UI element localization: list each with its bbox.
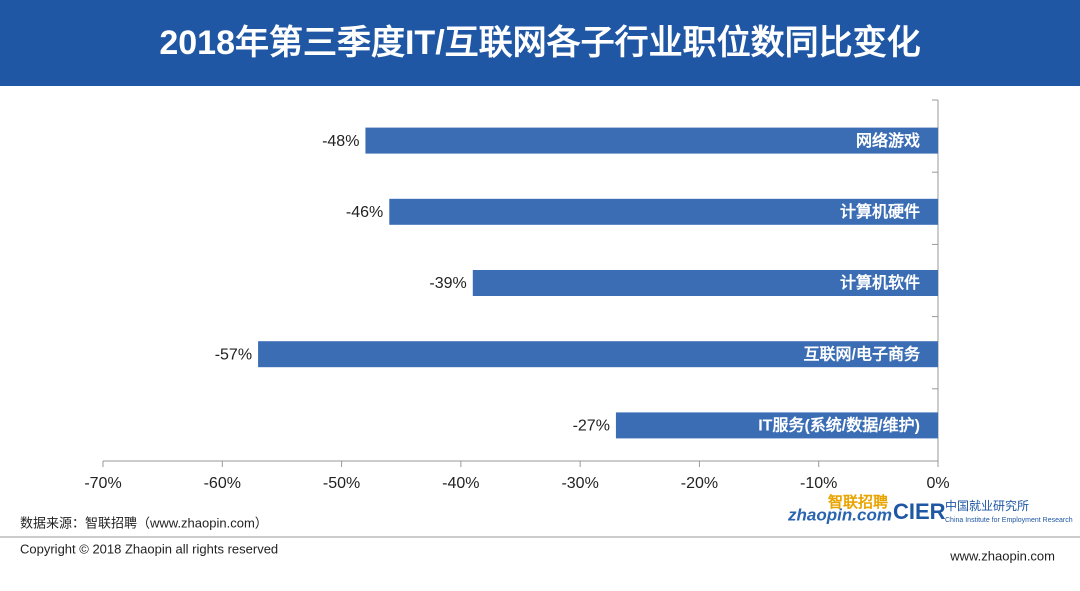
x-tick-label: 0% [926, 475, 949, 492]
value-label: -46% [346, 204, 383, 221]
category-label: 网络游戏 [856, 131, 920, 150]
category-label: 计算机硬件 [840, 202, 920, 221]
category-label: 计算机软件 [840, 273, 920, 292]
value-label: -27% [573, 418, 610, 435]
x-tick-label: -70% [84, 475, 121, 492]
logo-cn: 智联招聘 [828, 493, 888, 511]
bar [615, 412, 938, 439]
x-tick-label: -30% [561, 475, 598, 492]
copyright: Copyright © 2018 Zhaopin all rights rese… [20, 541, 278, 556]
source: 数据来源：智联招聘（www.zhaopin.com） [20, 515, 268, 530]
bar [389, 198, 938, 225]
x-tick-label: -10% [800, 475, 837, 492]
cier-logo: CIER [893, 499, 946, 524]
category-label: IT服务(系统/数据/维护) [758, 416, 920, 435]
x-tick-label: -20% [681, 475, 718, 492]
bar [365, 127, 938, 154]
x-tick-label: -50% [323, 475, 360, 492]
category-label: 互联网/电子商务 [804, 344, 921, 363]
bar [258, 341, 939, 368]
value-label: -57% [215, 346, 252, 363]
title: 2018年第三季度IT/互联网各子行业职位数同比变化 [159, 23, 920, 62]
value-label: -48% [322, 133, 359, 150]
cier-en: China Institute for Employment Research [945, 517, 1073, 524]
x-tick-label: -60% [204, 475, 241, 492]
website: www.zhaopin.com [949, 548, 1055, 563]
title-bar [0, 0, 1080, 86]
bar [472, 270, 938, 296]
logo-en: zhaopin.com [787, 505, 892, 524]
value-label: -39% [429, 275, 466, 292]
cier-cn: 中国就业研究所 [945, 498, 1029, 513]
x-tick-label: -40% [442, 475, 479, 492]
